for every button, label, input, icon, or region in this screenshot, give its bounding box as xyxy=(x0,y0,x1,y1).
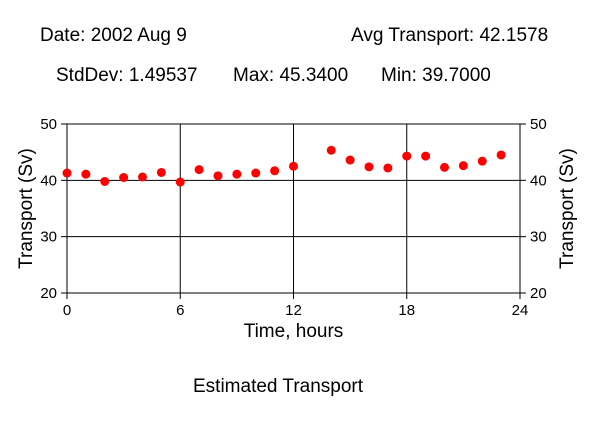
data-point xyxy=(477,156,487,166)
data-point xyxy=(81,169,91,179)
data-point xyxy=(100,176,110,186)
grid-lines xyxy=(67,124,520,293)
data-point xyxy=(213,171,223,181)
x-tick-label: 24 xyxy=(512,302,529,319)
y-tick-label-right: 40 xyxy=(530,172,547,189)
data-point xyxy=(251,168,261,178)
data-points xyxy=(62,145,506,187)
min-label: Min: 39.7000 xyxy=(381,65,491,86)
y-tick-label-right: 30 xyxy=(530,229,547,246)
stddev-label: StdDev: 1.49537 xyxy=(56,65,198,86)
y-tick-label-left: 50 xyxy=(40,116,57,133)
data-point xyxy=(156,167,166,177)
data-point xyxy=(194,165,204,175)
avg-transport-label: Avg Transport: 42.1578 xyxy=(351,25,549,46)
data-point xyxy=(421,151,431,161)
date-label: Date: 2002 Aug 9 xyxy=(40,25,187,46)
data-point xyxy=(175,177,185,187)
chart-caption: Estimated Transport xyxy=(193,376,364,397)
data-point xyxy=(62,168,72,178)
data-point xyxy=(364,162,374,172)
data-point xyxy=(270,166,280,176)
x-tick-label: 0 xyxy=(63,302,71,319)
data-point xyxy=(458,161,468,171)
data-point xyxy=(232,169,242,179)
data-point xyxy=(326,145,336,155)
data-point xyxy=(119,173,129,183)
x-tick-label: 12 xyxy=(285,302,302,319)
max-label: Max: 45.3400 xyxy=(233,65,349,86)
y-tick-label-left: 40 xyxy=(40,172,57,189)
x-tick-label: 18 xyxy=(398,302,415,319)
x-axis-label: Time, hours xyxy=(244,321,344,342)
y-tick-label-right: 20 xyxy=(530,285,547,302)
y-axis-label-left: Transport (Sv) xyxy=(16,148,37,269)
data-point xyxy=(345,155,355,165)
y-tick-label-right: 50 xyxy=(530,116,547,133)
x-tick-label: 6 xyxy=(176,302,184,319)
data-point xyxy=(496,150,506,160)
data-point xyxy=(440,162,449,172)
y-tick-label-left: 30 xyxy=(40,229,57,246)
data-point xyxy=(289,161,298,171)
data-point xyxy=(138,172,147,182)
y-tick-label-left: 20 xyxy=(40,285,57,302)
data-point xyxy=(383,163,393,173)
data-point xyxy=(402,151,412,161)
y-axis-label-right: Transport (Sv) xyxy=(557,148,578,269)
